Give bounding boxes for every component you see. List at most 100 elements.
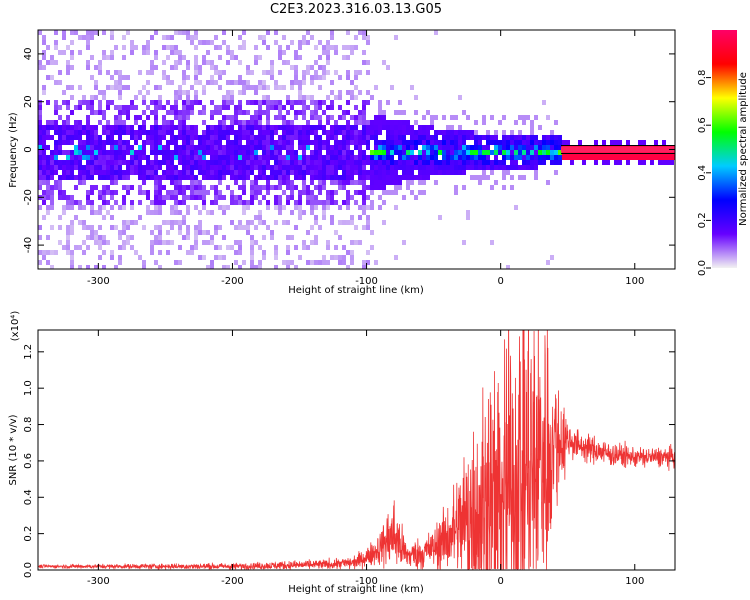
spectrogram-cell — [474, 165, 478, 170]
spectrogram-cell — [110, 85, 114, 90]
spectrogram-cell — [182, 170, 186, 175]
spectrogram-cell — [194, 30, 198, 35]
spectrogram-cell — [490, 160, 494, 165]
spectrogram-cell — [170, 130, 174, 135]
spectrogram-cell — [302, 180, 306, 185]
spectrogram-cell — [154, 150, 158, 155]
spectrogram-cell — [218, 135, 222, 140]
spectrogram-cell — [390, 135, 394, 140]
spectrogram-cell — [82, 140, 86, 145]
spectrogram-cell — [642, 140, 646, 145]
spectrogram-cell — [214, 80, 218, 85]
spectrogram-cell — [190, 35, 194, 40]
spectrogram-cell — [198, 80, 202, 85]
spectrogram-cell — [458, 150, 462, 155]
spectrogram-cell — [298, 195, 302, 200]
spectrogram-cell — [266, 200, 270, 205]
spectrogram-cell — [254, 225, 258, 230]
spectrogram-cell — [266, 115, 270, 120]
spectrogram-cell — [494, 130, 498, 135]
spectrogram-cell — [42, 135, 46, 140]
spectrogram-cell — [38, 155, 42, 160]
spectrogram-cell — [234, 150, 238, 155]
spectrogram-cell — [510, 150, 514, 155]
spectrogram-cell — [478, 175, 482, 180]
spectrogram-cell — [198, 140, 202, 145]
spectrogram-cell — [246, 80, 250, 85]
spectrogram-cell — [294, 160, 298, 165]
spectrogram-cell — [362, 105, 366, 110]
spectrogram-cell — [414, 140, 418, 145]
spectrogram-cell — [258, 245, 262, 250]
spectrogram-cell — [190, 110, 194, 115]
spectrogram-cell — [234, 135, 238, 140]
spectrogram-cell — [346, 190, 350, 195]
spectrogram-cell — [510, 175, 514, 180]
spectrogram-cell — [106, 150, 110, 155]
spectrogram-cell — [182, 195, 186, 200]
spectrogram-cell — [514, 140, 518, 145]
spectrogram-cell — [514, 135, 518, 140]
spectrogram-cell — [410, 85, 414, 90]
spectrogram-cell — [82, 170, 86, 175]
spectrogram-cell — [250, 160, 254, 165]
spectrogram-cell — [278, 55, 282, 60]
spectrogram-cell — [490, 115, 494, 120]
spectrogram-cell — [386, 140, 390, 145]
spectrogram-cell — [146, 175, 150, 180]
spectrogram-cell — [142, 85, 146, 90]
spectrogram-cell — [98, 190, 102, 195]
spectrogram-cell — [78, 140, 82, 145]
spectrogram-cell — [366, 250, 370, 255]
spectrogram-cell — [226, 105, 230, 110]
figure-title: C2E3.2023.316.03.13.G05 — [270, 2, 442, 17]
spectrogram-cell — [314, 125, 318, 130]
spectrogram-cell — [402, 195, 406, 200]
spectrogram-cell — [326, 170, 330, 175]
spectrogram-cell — [518, 135, 522, 140]
spectrogram-cell — [358, 180, 362, 185]
spectrogram-cell — [182, 150, 186, 155]
spectrogram-cell — [94, 165, 98, 170]
spectrogram-cell — [390, 125, 394, 130]
spectrogram-cell — [218, 205, 222, 210]
spectrogram-cell — [246, 200, 250, 205]
spectrogram-cell — [374, 165, 378, 170]
spectrogram-cell — [186, 210, 190, 215]
spectrogram-cell — [50, 60, 54, 65]
spectrogram-cell — [118, 90, 122, 95]
spectrogram-cell — [38, 165, 42, 170]
spectrogram-cell — [346, 145, 350, 150]
spectrogram-cell — [618, 160, 622, 165]
spectrogram-cell — [266, 180, 270, 185]
spectrogram-cell — [190, 85, 194, 90]
spectrogram-cell — [362, 135, 366, 140]
spectrogram-cell — [42, 150, 46, 155]
spectrogram-cell — [298, 45, 302, 50]
spectrogram-cell — [238, 140, 242, 145]
spectrogram-cell — [254, 90, 258, 95]
spectrogram-cell — [218, 125, 222, 130]
spectrogram-cell — [382, 170, 386, 175]
spectrogram-cell — [58, 195, 62, 200]
spectrogram-cell — [290, 130, 294, 135]
spectrogram-cell — [286, 45, 290, 50]
spectrogram-cell — [442, 130, 446, 135]
spectrogram-cell — [430, 160, 434, 165]
spectrogram-cell — [410, 180, 414, 185]
spectrogram-cell — [298, 175, 302, 180]
spectrogram-cell — [122, 160, 126, 165]
spectrogram-cell — [382, 120, 386, 125]
spectrogram-cell — [414, 165, 418, 170]
spectrogram-cell — [70, 110, 74, 115]
spectrogram-cell — [322, 45, 326, 50]
spectrogram-cell — [346, 175, 350, 180]
x-tick-label: -300 — [87, 276, 110, 287]
spectrogram-cell — [414, 175, 418, 180]
spectrogram-cell — [298, 125, 302, 130]
spectrogram-cell — [178, 160, 182, 165]
spectrogram-cell — [178, 190, 182, 195]
spectrogram-cell — [258, 160, 262, 165]
spectrogram-cell — [186, 170, 190, 175]
spectrogram-cell — [350, 240, 354, 245]
